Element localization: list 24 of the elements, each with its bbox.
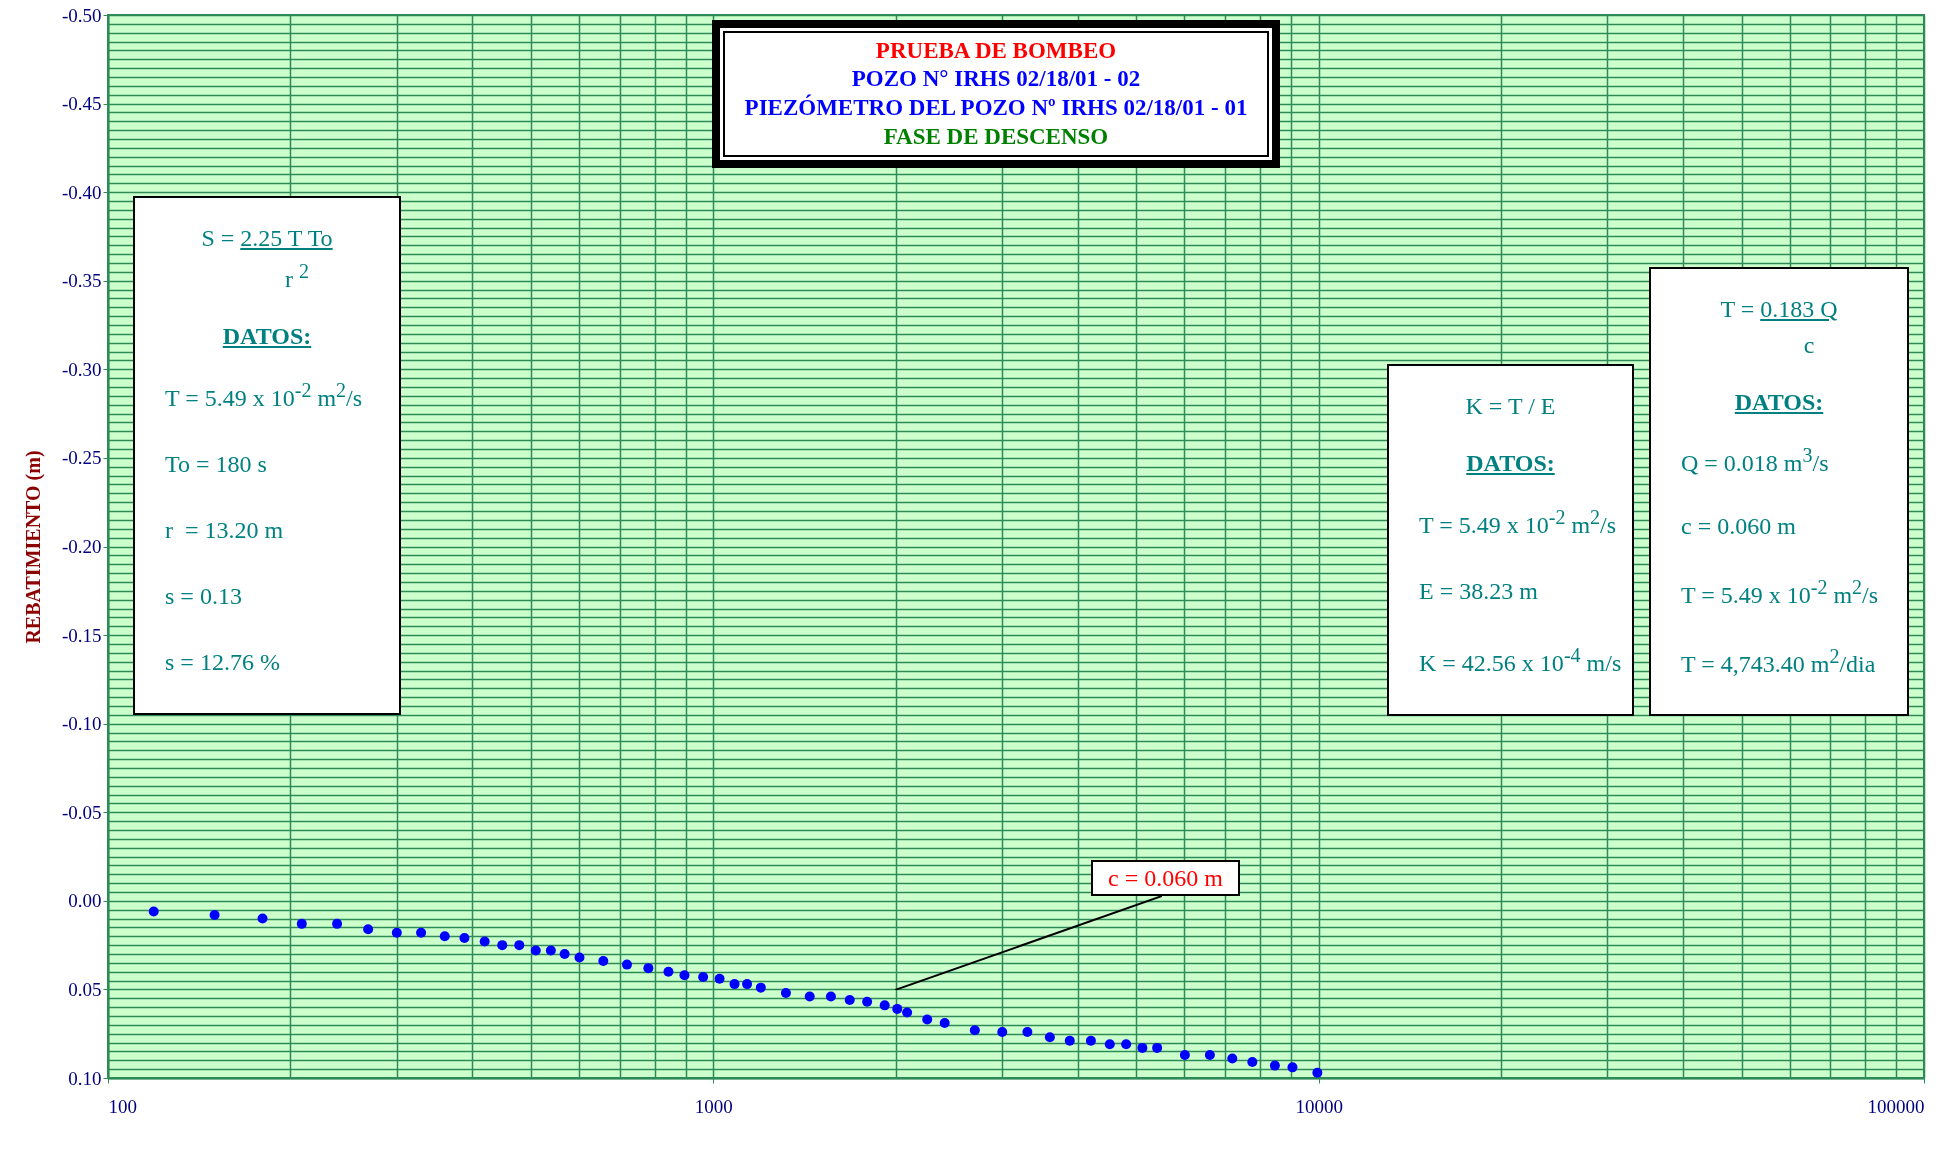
y-tick-label: 0.10 [68, 1067, 102, 1089]
x-tick-label: 1000 [694, 1095, 733, 1117]
note-panel: T = 0.183 Q c DATOS: Q = 0.018 m$^{3}$/s c = 0.060 m T = 5.49 x 10$^{-2}$ m$^{2}$/s T = 4,743.40 m$^{2}$/dia [1649, 267, 1909, 716]
text: PRUEBA DE BOMBEO [874, 36, 1118, 65]
y-tick-label: -0.50 [61, 4, 102, 26]
x-tick-label: 10000 [1295, 1095, 1343, 1117]
y-tick-label: -0.10 [61, 713, 102, 735]
note-panel: S = 2.25 T To r $^{2}$ DATOS: T = 5.49 x 10$^{-2}$ m$^{2}$/s To = 180 s r = 13.20 m s = 0.13 s = 12.76 % [133, 196, 401, 715]
x-tick-label: 100000 [1867, 1095, 1925, 1117]
y-tick-label: -0.05 [61, 801, 102, 823]
y-tick-label: -0.15 [61, 624, 102, 646]
text: POZO N° IRHS 02/18/01 - 02 PIEZÓMETRO DEL POZO Nº IRHS 02/18/01 - 01 FASE DE DESCENSO [743, 65, 1249, 151]
x-tick-label: 100 [108, 1095, 137, 1117]
y-tick-label: -0.30 [61, 358, 102, 380]
y-tick-label: -0.40 [61, 181, 102, 203]
y-tick-label: -0.20 [61, 536, 102, 557]
y-tick-label: 0.00 [68, 890, 102, 912]
y-axis-title: REBATIMIENTO (m) [21, 450, 45, 644]
y-tick-label: 0.05 [68, 978, 102, 1000]
note-panel: K = T / E DATOS: T = 5.49 x 10$^{-2}$ m$^{2}$/s E = 38.23 m K = 42.56 x 10$^{-4}$ m/s [1387, 364, 1634, 716]
y-tick-label: -0.35 [61, 270, 102, 292]
y-tick-label: -0.45 [61, 93, 102, 115]
y-tick-label: -0.25 [61, 447, 102, 469]
note-panel: c = 0.060 m [1091, 860, 1240, 896]
